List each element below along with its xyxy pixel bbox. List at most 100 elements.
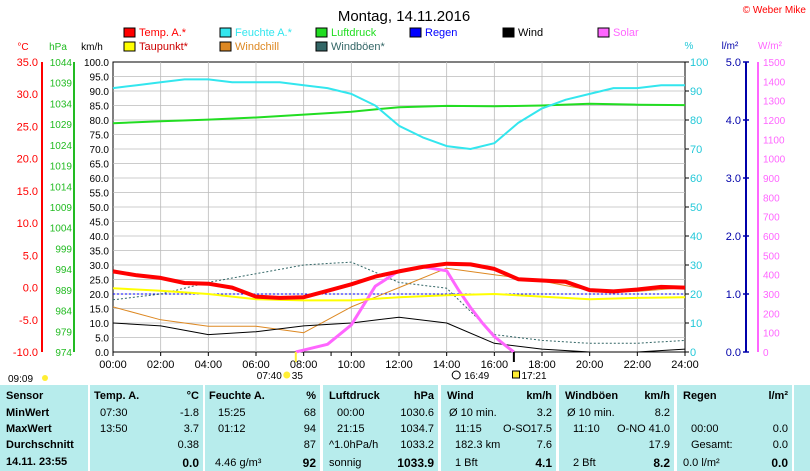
legend-label: Temp. A.* [139, 27, 187, 39]
solar-tick-label: 400 [763, 271, 780, 282]
rain-tick-label: 1.0 [726, 289, 741, 301]
solar-tick-label: 700 [763, 213, 780, 224]
pressure-trend: ^1.0hPa/h [329, 439, 379, 451]
solar-tick-label: 1100 [763, 135, 785, 146]
copyright-text: © Weber Mike [743, 5, 807, 16]
now-label: 09:09 [8, 374, 33, 385]
humidity-absolute: 4.46 g/m³ [215, 457, 262, 469]
time-tick-label: 14:00 [433, 359, 461, 371]
legend-swatch [219, 27, 232, 38]
legend-swatch [597, 27, 610, 38]
chart-title: Montag, 14.11.2016 [338, 8, 470, 25]
pressure-tick-label: 1029 [50, 120, 73, 131]
gust-max-time: 11:10 [573, 423, 600, 435]
humidity-tick-label: 60 [690, 173, 702, 185]
wind-run: 182.3 km [455, 439, 501, 451]
wind-column: Wind km/h Ø 10 min. 3.2 11:15 O-SO 17.5 … [441, 385, 556, 471]
wind-tick-label: 70.0 [90, 145, 110, 156]
temp-tick-label: 35.0 [17, 57, 38, 69]
wind-current-value: 4.1 [535, 456, 552, 470]
temp-max-value: 3.7 [183, 423, 199, 435]
sunrise-label: 07:40 [257, 371, 282, 382]
solar-tick-label: 1200 [763, 116, 786, 127]
pressure-tick-label: 1004 [50, 224, 73, 235]
gust-unit: km/h [644, 390, 670, 402]
humidity-tick-label: 40 [690, 231, 702, 243]
solar-tick-label: 1500 [763, 58, 786, 69]
solar-tick-label: 1300 [763, 97, 786, 108]
humidity-tick-label: 50 [690, 202, 702, 214]
time-tick-label: 08:00 [290, 359, 318, 371]
gust-max-dir: O-NO [617, 423, 646, 435]
wind-tick-label: 40.0 [90, 232, 110, 243]
humidity-column: Feuchte A. % 15:25 68 01:12 94 87 4.46 g… [205, 385, 320, 471]
solar-tick-label: 0 [763, 348, 769, 359]
wind-unit-label: km/h [81, 42, 103, 53]
pressure-forecast: sonnig [329, 457, 362, 469]
wind-tick-label: 95.0 [90, 73, 110, 84]
pressure-tick-label: 989 [55, 286, 72, 297]
time-markers: 07:40 35 16:49 17:21 09:09 [8, 352, 547, 385]
wind-tick-label: 10.0 [90, 319, 110, 330]
rain-unit-label: l/m² [722, 41, 739, 52]
time-tick-label: 02:00 [147, 359, 175, 371]
wind-tick-label: 35.0 [90, 247, 110, 258]
rain-column: Regen l/m² 00:00 0.0 Gesamt: 0.0 0.0 l/m… [677, 385, 792, 471]
gust-avg-value: 17.9 [648, 439, 670, 451]
temp-tick-label: -10.0 [13, 347, 38, 359]
gust-max-value: 41.0 [648, 423, 670, 435]
gust-beaufort: 2 Bft [573, 457, 596, 469]
humidity-tick-label: 30 [690, 260, 702, 272]
legend-label: Taupunkt* [139, 41, 189, 53]
time-tick-label: 24:00 [671, 359, 699, 371]
wind-avg10-value: 3.2 [536, 407, 552, 419]
solar-tick-label: 100 [763, 329, 780, 340]
solar-tick-label: 500 [763, 251, 780, 262]
humidity-tick-label: 70 [690, 144, 702, 156]
pressure-max-time: 21:15 [337, 423, 365, 435]
humidity-tick-label: 10 [690, 318, 702, 330]
time-tick-label: 06:00 [242, 359, 270, 371]
rain-current-value: 0.0 [771, 456, 788, 470]
rain-total-value: 0.0 [772, 439, 788, 451]
wind-max-dir: O-SO [503, 423, 532, 435]
temp-min-value: -1.8 [180, 407, 199, 419]
pressure-tick-label: 994 [55, 265, 72, 276]
rain-tick-label: 4.0 [726, 115, 741, 127]
pressure-tick-label: 1039 [50, 79, 73, 90]
sunrise-icon [283, 371, 291, 379]
wind-avg10-label: Ø 10 min. [449, 407, 497, 419]
pressure-header: Luftdruck [329, 390, 380, 402]
temp-tick-label: -5.0 [19, 315, 38, 327]
pressure-tick-label: 999 [55, 244, 72, 255]
temp-tick-label: 20.0 [17, 154, 38, 166]
pressure-tick-label: 974 [55, 348, 72, 359]
humidity-tick-label: 100 [690, 57, 708, 69]
wind-tick-label: 0.0 [95, 348, 109, 359]
time-tick-label: 20:00 [576, 359, 604, 371]
wind-tick-label: 65.0 [90, 160, 110, 171]
pressure-tick-label: 1044 [50, 58, 73, 69]
wind-tick-label: 75.0 [90, 131, 110, 142]
axes: °C hPa km/h% l/m² W/m² 35.0 30.0 25.0 20.0 15.0 10… [13, 41, 786, 371]
legend-swatch [409, 27, 422, 38]
wind-tick-label: 30.0 [90, 261, 110, 272]
pressure-tick-label: 1019 [50, 162, 73, 173]
series-line-tempa [112, 261, 686, 300]
rain-tick-label: 5.0 [726, 57, 741, 69]
humidity-current-value: 92 [302, 456, 316, 470]
wind-max-value: 17.5 [530, 423, 552, 435]
legend-label: Wind [518, 27, 543, 39]
gust-avg10-label: Ø 10 min. [567, 407, 615, 419]
legend-label: Windchill [235, 41, 279, 53]
wind-beaufort: 1 Bft [455, 457, 478, 469]
pressure-tick-label: 979 [55, 327, 72, 338]
weather-chart: Montag, 14.11.2016 © Weber Mike °C hPa km/… [8, 5, 807, 385]
wind-tick-label: 80.0 [90, 116, 110, 127]
solar-unit-label: W/m² [758, 41, 783, 52]
legend-swatch [123, 41, 136, 52]
temp-tick-label: 10.0 [17, 218, 38, 230]
rain-tick-label: 2.0 [726, 231, 741, 243]
temp-tick-label: 30.0 [17, 89, 38, 101]
row-label-avg: Durchschnitt [6, 439, 74, 451]
